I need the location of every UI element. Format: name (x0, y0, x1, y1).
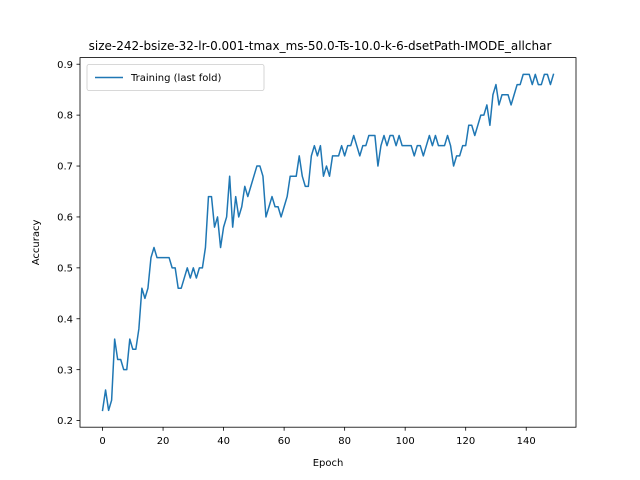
x-tick-label: 40 (217, 436, 230, 447)
plot-area: 0 20 40 60 80 100 120 140 0.2 0.3 0.4 0.5 0.6 0.7 0.8 0… (57, 60, 555, 447)
y-tick-label: 0.7 (57, 162, 73, 173)
legend-box (86, 64, 265, 91)
y-tick-label: 0.2 (57, 416, 73, 427)
x-tick-label: 0 (99, 436, 105, 447)
series-line-training (101, 73, 555, 412)
legend-series-label: Training (last fold) (130, 73, 222, 84)
axes-frame (79, 57, 577, 428)
y-tick-label: 0.6 (57, 213, 73, 224)
x-tick-label: 20 (157, 436, 170, 447)
x-tick-label: 140 (517, 436, 536, 447)
y-tick-label: 0.8 (57, 111, 73, 122)
y-tick-label: 0.5 (57, 263, 73, 274)
x-tick-label: 80 (338, 436, 351, 447)
x-tick-label: 100 (396, 436, 415, 447)
y-tick-label: 0.4 (57, 314, 73, 325)
x-tick-label: 120 (456, 436, 475, 447)
y-axis-label: Accuracy (31, 219, 42, 265)
x-axis-label: Epoch (313, 458, 344, 469)
y-tick-label: 0.3 (57, 365, 73, 376)
legend: Training (last fold) (86, 64, 265, 91)
x-tick-label: 60 (278, 436, 291, 447)
chart-title: size-242-bsize-32-lr-0.001-tmax_ms-50.0-… (89, 39, 552, 53)
y-tick-label: 0.9 (57, 60, 73, 71)
